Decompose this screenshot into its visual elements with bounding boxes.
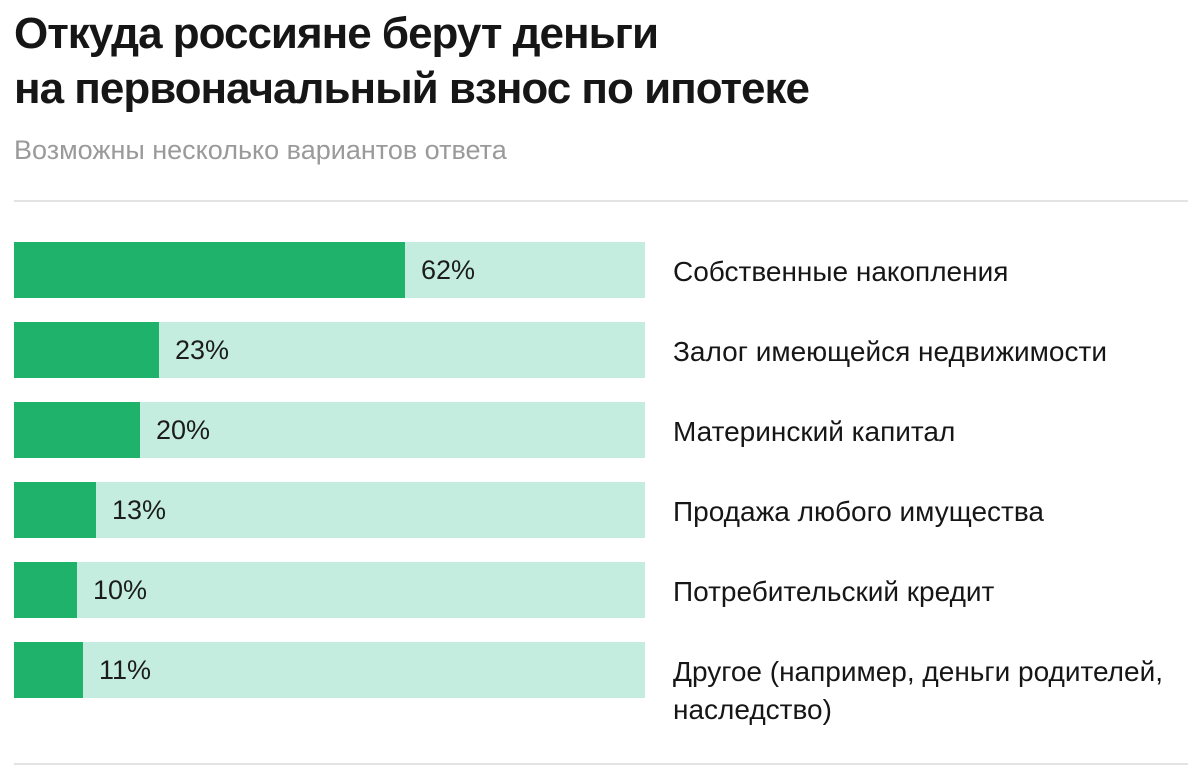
bar xyxy=(14,402,140,458)
bar-value-label: 11% xyxy=(99,655,152,685)
bar-value-label: 23% xyxy=(175,335,230,365)
bar xyxy=(14,562,77,618)
category-label: Продажа любого имущества xyxy=(673,496,1044,527)
bar xyxy=(14,242,405,298)
category-label: Другое (например, деньги родителей, насл… xyxy=(673,656,1164,725)
category-label: Материнский капитал xyxy=(673,416,956,447)
top-divider xyxy=(14,200,1188,202)
bar-track xyxy=(14,322,645,378)
chart-title-line-1: Откуда россияне берут деньги xyxy=(14,9,659,58)
bar-track xyxy=(14,642,645,698)
bar-track xyxy=(14,482,645,538)
bar xyxy=(14,322,159,378)
bar xyxy=(14,482,96,538)
category-label: Потребительский кредит xyxy=(673,576,995,607)
bar-value-label: 20% xyxy=(156,415,211,445)
bottom-divider xyxy=(14,763,1188,765)
bar xyxy=(14,642,83,698)
bar-value-label: 62% xyxy=(421,255,476,285)
category-label: Залог имеющейся недвижимости xyxy=(673,336,1107,367)
chart-title: Откуда россияне берут деньги на первонач… xyxy=(14,6,1174,116)
bar-value-label: 13% xyxy=(112,495,167,525)
chart-title-line-2: на первоначальный взнос по ипотеке xyxy=(14,64,810,113)
bar-track xyxy=(14,402,645,458)
chart-subtitle: Возможны несколько вариантов ответа xyxy=(14,135,507,165)
bar-value-label: 10% xyxy=(93,575,148,605)
category-label: Собственные накопления xyxy=(673,256,1009,287)
bar-track xyxy=(14,242,645,298)
bar-track xyxy=(14,562,645,618)
